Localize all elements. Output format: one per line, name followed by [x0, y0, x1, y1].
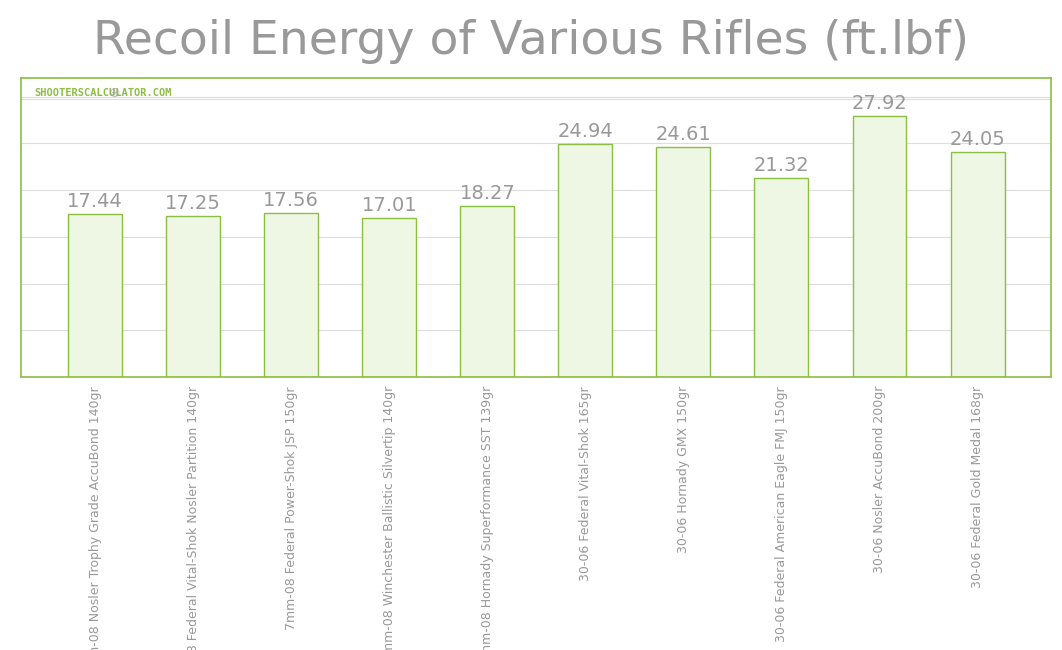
Text: 27.92: 27.92 [852, 94, 907, 113]
Bar [950, 152, 1005, 377]
Bar [754, 178, 808, 377]
Text: 17.25: 17.25 [166, 194, 221, 213]
Text: 24.05: 24.05 [949, 130, 1006, 149]
Text: 21.32: 21.32 [754, 155, 809, 174]
Bar [460, 206, 514, 377]
Bar [264, 213, 319, 377]
Text: 17.01: 17.01 [361, 196, 417, 215]
Text: 24.94: 24.94 [558, 122, 613, 140]
Text: SHOOTERSCALCULATOR.COM: SHOOTERSCALCULATOR.COM [35, 88, 172, 98]
Text: ⊕: ⊕ [108, 86, 120, 99]
Text: 17.56: 17.56 [263, 190, 319, 210]
Bar [362, 218, 416, 377]
Bar [559, 144, 613, 377]
Text: 24.61: 24.61 [655, 125, 712, 144]
Text: 18.27: 18.27 [460, 184, 515, 203]
Text: 17.44: 17.44 [67, 192, 123, 211]
Bar [68, 214, 122, 377]
Bar [166, 216, 220, 377]
Bar [853, 116, 907, 377]
Bar [656, 147, 710, 377]
Text: Recoil Energy of Various Rifles (ft.lbf): Recoil Energy of Various Rifles (ft.lbf) [93, 20, 969, 64]
